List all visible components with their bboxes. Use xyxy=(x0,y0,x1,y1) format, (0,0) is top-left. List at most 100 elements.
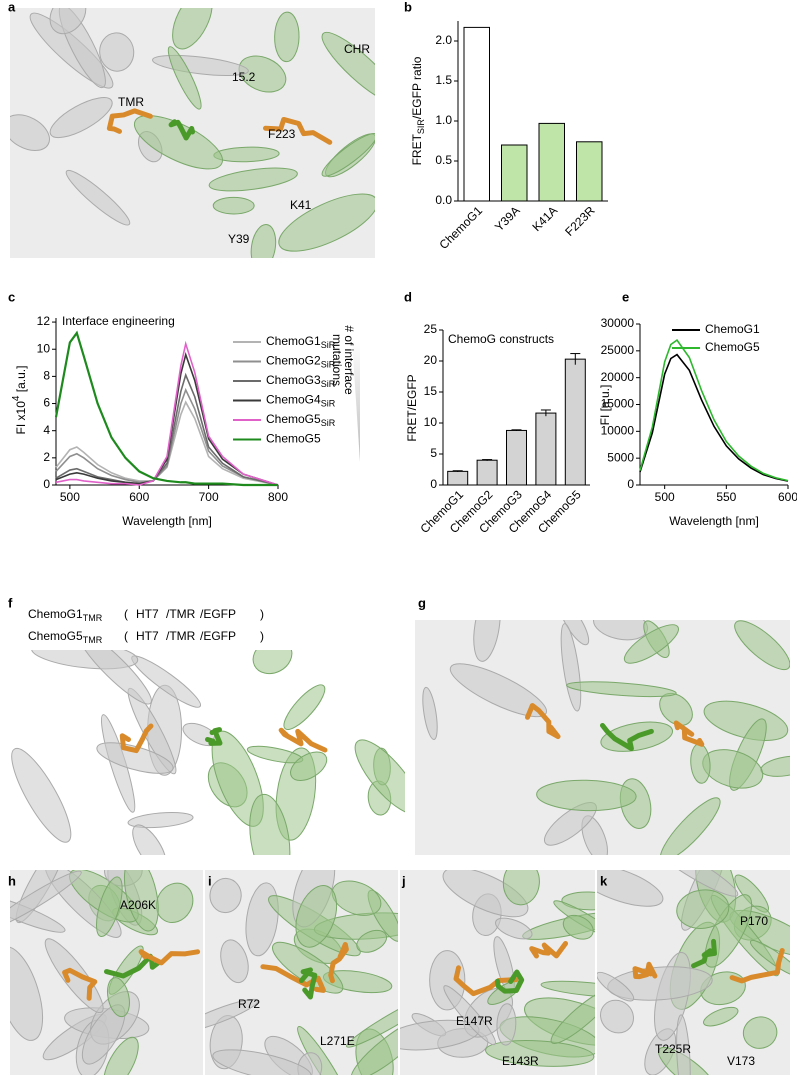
bar xyxy=(535,412,557,486)
ribbon xyxy=(660,797,721,855)
structure-content xyxy=(415,620,790,855)
legend-label: ChemoG5 xyxy=(266,432,321,446)
y-tick-label: 0.0 xyxy=(435,193,452,207)
legend-label: ChemoG1SiR xyxy=(266,334,336,350)
y-axis-label: FI x104 [a.u.] xyxy=(11,366,29,435)
y-label-main: FRET/EGFP xyxy=(405,374,419,441)
paren: ( xyxy=(124,629,128,643)
ribbon xyxy=(422,686,438,740)
legend-label: ChemoG5 xyxy=(705,340,760,354)
stick-model xyxy=(278,727,328,753)
ribbon xyxy=(127,811,194,829)
x-tick-label: 500 xyxy=(60,490,80,504)
stick-model xyxy=(673,720,705,747)
stick-model xyxy=(119,723,154,754)
panel-letter: a xyxy=(8,0,16,14)
panel-letter: c xyxy=(8,289,15,304)
y-tick-label: 0 xyxy=(430,477,437,491)
legend-label: ChemoG5SiR xyxy=(266,412,336,428)
series-line xyxy=(55,340,279,486)
y-tick-label: 5 xyxy=(430,446,437,460)
series-line xyxy=(639,353,789,482)
ribbon xyxy=(703,1006,739,1027)
ribbon xyxy=(356,929,388,953)
ribbon xyxy=(496,1003,517,1046)
y-tick-label: 0.5 xyxy=(435,153,452,167)
y-tick-label: 6 xyxy=(43,396,50,410)
component: HT7 xyxy=(136,607,159,621)
y-tick-label: 20000 xyxy=(601,370,635,384)
structure-content xyxy=(400,870,595,1075)
structure-content xyxy=(10,870,203,1075)
structure-image xyxy=(400,870,595,1075)
ribbon xyxy=(212,196,255,215)
ribbon xyxy=(49,97,113,139)
panel-letter: h xyxy=(8,873,16,888)
ribbon xyxy=(10,870,82,930)
ribbon xyxy=(623,624,679,664)
stick-model xyxy=(263,116,333,145)
y-axis-label: FRET/EGFP xyxy=(405,374,419,441)
ribbon xyxy=(65,169,131,226)
y-label-main: FRET xyxy=(410,133,424,165)
panel-letter: d xyxy=(404,289,412,304)
residue-label: R72 xyxy=(238,997,260,1011)
y-tick-label: 2.0 xyxy=(435,33,452,47)
ribbon xyxy=(566,681,677,698)
ribbon xyxy=(597,971,635,1002)
paren: ) xyxy=(260,607,264,621)
y-tick-label: 25000 xyxy=(601,343,635,357)
construct-sub: TMR xyxy=(83,635,103,645)
x-tick-label: Y39A xyxy=(492,203,523,234)
bar xyxy=(501,144,528,202)
panel-letter: f xyxy=(8,595,13,610)
legend-sub: SiR xyxy=(321,360,336,370)
ribbon xyxy=(442,870,529,918)
residue-label: P170 xyxy=(740,914,768,928)
stick-model xyxy=(168,119,195,141)
ribbon xyxy=(132,824,167,855)
ribbon xyxy=(562,914,594,940)
residue-label: E143R xyxy=(502,1054,539,1068)
y-tick-label: 5000 xyxy=(607,450,634,464)
ribbon xyxy=(208,167,298,192)
construct-name: ChemoG5 xyxy=(28,629,83,643)
stick-model xyxy=(299,967,318,1000)
legend-name: ChemoG5 xyxy=(266,432,321,446)
legend-sub: SiR xyxy=(321,399,336,409)
structure-content xyxy=(10,650,405,855)
legend-name: ChemoG3 xyxy=(266,373,321,387)
y-label-rest: /EGFP ratio xyxy=(410,56,424,119)
stick-model xyxy=(632,961,658,980)
stick-model xyxy=(106,108,153,134)
y-tick-label: 10 xyxy=(424,415,438,429)
ribbon xyxy=(209,877,242,914)
x-tick-label: 550 xyxy=(716,490,736,504)
bar xyxy=(564,358,586,486)
y-tick-label: 0 xyxy=(43,477,50,491)
legend-name: ChemoG4 xyxy=(266,393,321,407)
y-label-sup: 4 xyxy=(11,395,22,401)
ribbon xyxy=(331,880,382,916)
y-label-main: FI x10 xyxy=(14,401,28,435)
bar xyxy=(538,122,565,202)
component: /EGFP xyxy=(200,629,236,643)
y-tick-label: 25 xyxy=(424,322,438,336)
stick-model xyxy=(260,964,326,993)
ribbon xyxy=(600,999,634,1034)
panel-letter: g xyxy=(418,595,426,610)
ribbon xyxy=(96,876,123,938)
legend-name: ChemoG1 xyxy=(266,334,321,348)
legend-label: ChemoG3SiR xyxy=(266,373,336,389)
ribbon xyxy=(205,998,259,1033)
ribbon xyxy=(278,193,375,252)
side-note: mutations xyxy=(330,334,344,386)
panel-letter: i xyxy=(208,873,212,888)
construct-sub: TMR xyxy=(83,613,103,623)
residue-label: V173 xyxy=(727,1054,755,1068)
ribbon xyxy=(495,917,533,940)
ribbon xyxy=(354,739,405,815)
y-label-rest: [a.u.] xyxy=(14,366,28,396)
ribbon xyxy=(561,891,595,911)
